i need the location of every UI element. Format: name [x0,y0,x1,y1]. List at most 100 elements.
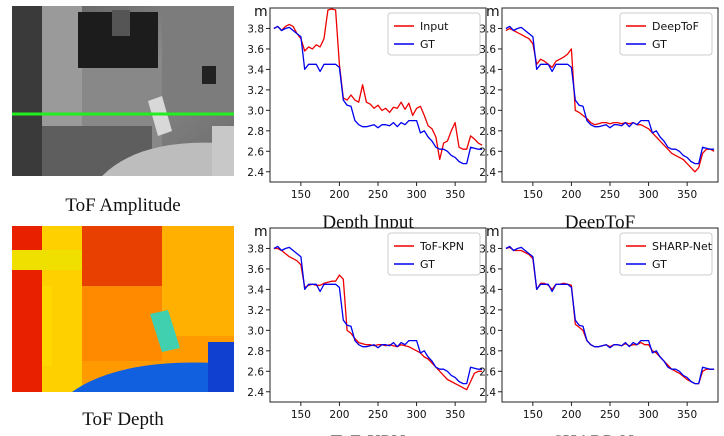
chart-deeptof: m 2.4 2.6 2.8 3.0 3.2 3.4 3.6 3.8 150 200 250 300 350… [479,4,719,233]
svg-text:2.8: 2.8 [479,126,496,138]
svg-text:2.6: 2.6 [247,366,264,378]
svg-text:150: 150 [291,189,311,201]
x-tick: 250 [368,182,388,201]
series-line-gt [273,245,483,385]
svg-text:350: 350 [677,189,697,201]
svg-text:3.8: 3.8 [247,23,264,35]
x-tick: 200 [561,402,581,421]
svg-text:150: 150 [291,409,311,421]
svg-text:3.2: 3.2 [247,85,264,97]
svg-text:2.4: 2.4 [247,387,264,399]
y-tick: 3.6 [479,264,502,276]
svg-text:3.6: 3.6 [247,264,264,276]
svg-text:3.4: 3.4 [479,64,496,76]
chart-sharp-net: m 2.4 2.6 2.8 3.0 3.2 3.4 3.6 3.8 150 200 250 300 350… [479,224,719,436]
svg-text:300: 300 [639,409,659,421]
svg-text:350: 350 [445,409,465,421]
x-tick: 200 [329,182,349,201]
svg-text:3.4: 3.4 [247,64,264,76]
y-tick: 2.8 [479,126,502,138]
series-line-gt [505,245,715,385]
x-tick: 300 [639,182,659,201]
svg-text:SHARP-Net: SHARP-Net [652,240,713,253]
x-tick: 350 [677,402,697,421]
svg-text:350: 350 [677,409,697,421]
x-tick: 300 [407,402,427,421]
caption-tof-amplitude: ToF Amplitude [65,195,181,216]
depth-colormap [12,226,234,392]
y-tick: 3.4 [247,284,270,296]
y-tick: 3.8 [247,23,270,35]
svg-text:2.4: 2.4 [247,167,264,179]
svg-text:300: 300 [639,189,659,201]
series-line-sharp-net [505,246,715,385]
svg-text:300: 300 [407,189,427,201]
y-tick: 2.8 [479,346,502,358]
y-unit-label: m [486,4,500,20]
x-tick: 350 [445,182,465,201]
svg-text:2.8: 2.8 [247,346,264,358]
y-tick: 3.0 [479,105,502,117]
svg-text:3.6: 3.6 [479,264,496,276]
y-tick: 2.6 [479,146,502,158]
y-tick: 3.4 [479,284,502,296]
x-tick: 250 [368,402,388,421]
x-tick: 150 [291,182,311,201]
x-tick: 250 [600,182,620,201]
svg-text:GT: GT [652,258,667,271]
svg-text:2.8: 2.8 [247,126,264,138]
y-tick: 3.4 [479,64,502,76]
y-tick: 2.4 [247,387,270,399]
y-unit-label: m [486,224,500,240]
y-tick: 3.8 [247,243,270,255]
legend: DeepToF GT [619,12,713,56]
y-tick: 2.6 [247,146,270,158]
legend-item: GT [626,258,667,271]
svg-text:250: 250 [600,409,620,421]
y-tick: 3.2 [479,85,502,97]
svg-text:3.6: 3.6 [479,44,496,56]
svg-text:3.0: 3.0 [479,325,496,337]
y-tick: 3.6 [247,44,270,56]
svg-text:3.8: 3.8 [479,23,496,35]
svg-text:150: 150 [523,409,543,421]
x-tick: 350 [445,402,465,421]
y-tick: 2.6 [247,366,270,378]
chart-depth-input: m 2.4 2.6 2.8 3.0 3.2 3.4 3.6 3.8 150 200 250 300 350… [247,4,487,233]
y-tick: 3.2 [247,85,270,97]
chart-tof-kpn: m 2.4 2.6 2.8 3.0 3.2 3.4 3.6 3.8 150 200 250 300 350… [247,224,487,436]
y-tick: 3.4 [247,64,270,76]
svg-text:3.4: 3.4 [479,284,496,296]
y-tick: 3.0 [247,105,270,117]
y-tick: 3.0 [247,325,270,337]
x-tick: 200 [561,182,581,201]
y-tick: 2.4 [247,167,270,179]
x-tick: 300 [639,402,659,421]
tof-depth-image [12,226,234,392]
svg-text:2.4: 2.4 [479,167,496,179]
svg-text:3.2: 3.2 [479,305,496,317]
series-line-deeptof [505,27,715,173]
svg-text:300: 300 [407,409,427,421]
x-tick: 150 [523,402,543,421]
legend-item: SHARP-Net [626,240,713,253]
svg-text:GT: GT [420,258,435,271]
y-tick: 2.4 [479,387,502,399]
series-line-input [273,8,483,161]
svg-text:3.6: 3.6 [247,44,264,56]
legend-item: Input [394,20,449,33]
legend-item: ToF-KPN [394,240,464,253]
svg-text:200: 200 [561,409,581,421]
legend: Input GT [387,12,481,56]
y-tick: 3.6 [247,264,270,276]
y-tick: 3.2 [247,305,270,317]
svg-text:150: 150 [523,189,543,201]
legend-item: DeepToF [626,20,699,33]
svg-text:2.8: 2.8 [479,346,496,358]
svg-text:200: 200 [329,189,349,201]
legend: SHARP-Net GT [619,232,713,276]
tof-amplitude-image [12,6,234,176]
svg-text:Input: Input [420,20,449,33]
y-tick: 3.2 [479,305,502,317]
svg-text:2.4: 2.4 [479,387,496,399]
